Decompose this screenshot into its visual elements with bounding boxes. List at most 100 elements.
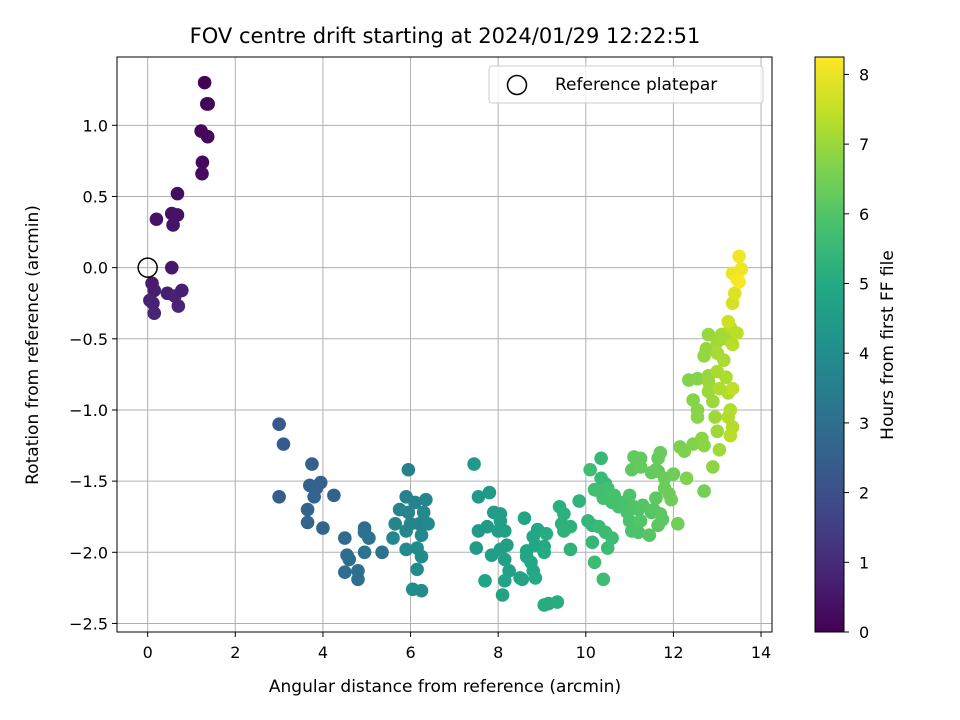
data-point	[537, 545, 551, 560]
colorbar-tick-label: 0	[859, 623, 869, 642]
data-points	[137, 75, 749, 612]
data-point	[649, 462, 663, 477]
data-point	[201, 97, 215, 111]
data-point	[399, 524, 413, 538]
data-point	[594, 451, 608, 466]
data-point	[719, 370, 733, 385]
data-point	[528, 571, 543, 585]
data-point	[550, 595, 565, 609]
data-point	[410, 562, 424, 577]
data-point	[500, 538, 514, 552]
data-point	[563, 519, 578, 534]
x-tick-label: 2	[230, 643, 240, 662]
colorbar-gradient	[814, 56, 845, 633]
data-point	[622, 488, 637, 503]
data-point	[300, 502, 315, 517]
x-axis-ticks: 0 2 4 6 8 10 12 14	[143, 632, 771, 662]
data-point	[730, 326, 744, 340]
data-point	[563, 542, 578, 557]
data-point	[732, 249, 746, 264]
data-point	[723, 428, 738, 443]
data-point	[666, 467, 681, 481]
data-point	[653, 445, 668, 460]
colorbar-tick-label: 1	[859, 553, 869, 572]
y-tick-label: −1.0	[69, 401, 108, 420]
data-point	[357, 545, 372, 560]
colorbar: 0 1 2 3 4 5 6 7 8 Hours from first FF file	[814, 56, 898, 642]
data-point	[305, 457, 319, 471]
data-point	[272, 417, 286, 432]
y-axis-label: Rotation from reference (arcmin)	[23, 205, 43, 485]
legend-reference-marker	[506, 74, 528, 96]
colorbar-tick-label: 5	[859, 275, 869, 294]
data-point	[401, 462, 416, 477]
y-tick-label: −0.5	[69, 330, 108, 349]
data-point	[690, 371, 705, 386]
x-tick-label: 4	[318, 643, 328, 662]
data-point	[478, 573, 492, 588]
data-point	[708, 410, 722, 424]
data-point	[515, 572, 530, 587]
data-point	[166, 218, 180, 232]
data-point	[195, 155, 210, 170]
colorbar-label: Hours from first FF file	[878, 250, 898, 440]
data-point	[399, 542, 413, 557]
data-point	[147, 306, 162, 320]
data-point	[585, 535, 600, 550]
x-axis-label: Angular distance from reference (arcmin)	[269, 677, 621, 697]
x-tick-label: 10	[576, 643, 596, 662]
data-point	[414, 583, 429, 598]
data-point	[300, 515, 315, 530]
colorbar-tick-label: 8	[859, 65, 869, 84]
data-point	[605, 531, 619, 545]
y-tick-label: −2.0	[69, 543, 108, 562]
data-point	[480, 519, 495, 534]
data-point	[642, 528, 657, 543]
data-point	[482, 485, 497, 500]
data-point	[697, 484, 711, 498]
data-point	[587, 555, 602, 570]
data-point	[517, 511, 532, 525]
data-point	[416, 505, 431, 520]
data-point	[699, 341, 714, 356]
data-point	[408, 495, 422, 510]
colorbar-tick-label: 7	[859, 135, 869, 154]
data-point	[497, 573, 512, 588]
data-point	[706, 394, 720, 409]
data-point	[149, 212, 164, 227]
data-point	[679, 471, 694, 486]
reference-platepar-marker	[137, 257, 158, 278]
data-point	[375, 545, 389, 560]
data-point	[351, 572, 365, 587]
plot-frame	[116, 56, 773, 633]
data-point	[712, 443, 727, 457]
y-tick-label: 1.0	[83, 116, 108, 135]
data-point	[539, 526, 554, 541]
data-point	[414, 549, 429, 564]
data-point	[495, 588, 510, 602]
data-point	[414, 528, 429, 543]
data-point	[727, 286, 742, 301]
data-point	[572, 494, 587, 508]
data-point	[631, 525, 646, 540]
data-point	[386, 531, 400, 545]
data-point	[362, 531, 376, 545]
data-point	[467, 457, 481, 471]
data-point	[164, 260, 179, 275]
legend: Reference platepar	[488, 65, 764, 104]
data-point	[469, 541, 484, 555]
data-point	[725, 381, 740, 396]
data-point	[596, 572, 611, 587]
data-point	[671, 517, 685, 531]
colorbar-tick-label: 3	[859, 414, 869, 433]
y-tick-label: −1.5	[69, 472, 108, 491]
data-point	[316, 521, 330, 535]
data-point	[732, 275, 746, 289]
data-point	[272, 489, 286, 504]
colorbar-tick-label: 2	[859, 484, 869, 503]
data-point	[697, 438, 711, 453]
data-point	[649, 491, 663, 506]
y-axis-ticks: −2.5 −2.0 −1.5 −1.0 −0.5 0.0 0.5 1.0	[69, 116, 117, 633]
